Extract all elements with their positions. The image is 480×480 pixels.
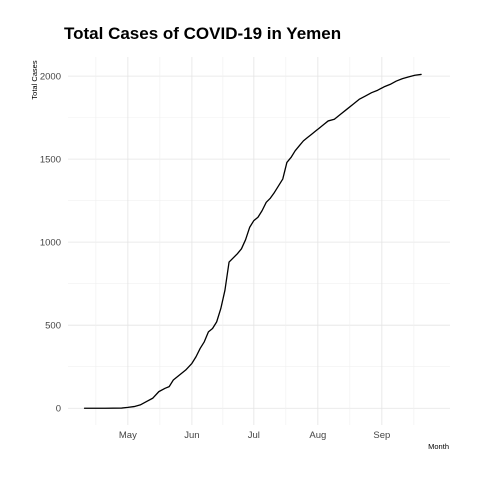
x-tick-label: May [119, 430, 137, 441]
chart-title: Total Cases of COVID-19 in Yemen [64, 24, 342, 43]
y-tick-label: 1000 [40, 238, 61, 249]
y-tick-label: 0 [56, 404, 61, 415]
y-tick-label: 1500 [40, 155, 61, 166]
series-lines [83, 73, 422, 409]
y-tick-label: 500 [45, 321, 61, 332]
y-tick-label: 2000 [40, 72, 61, 83]
x-tick-label: Jun [184, 430, 199, 441]
x-axis-label: Month [428, 442, 449, 451]
tick-labels: 0 500 1000 1500 2000 May Jun Jul Aug Sep [40, 72, 390, 441]
x-tick-label: Sep [373, 430, 390, 441]
x-tick-label: Jul [248, 430, 260, 441]
y-axis-label: Total Cases [30, 60, 39, 99]
x-tick-label: Aug [309, 430, 326, 441]
series-line [83, 73, 422, 409]
grid-lines [68, 57, 450, 425]
